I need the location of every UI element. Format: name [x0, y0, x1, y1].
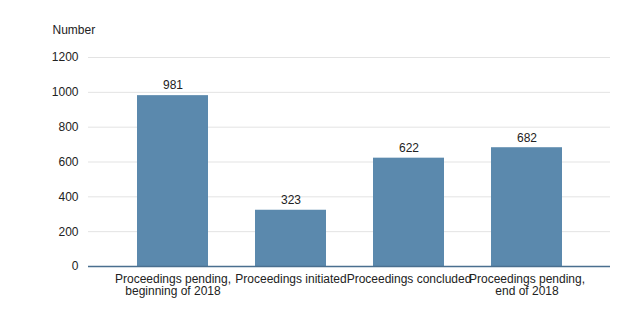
svg-text:600: 600 [58, 155, 78, 169]
svg-text:400: 400 [58, 190, 78, 204]
svg-text:1200: 1200 [52, 50, 79, 64]
svg-text:323: 323 [281, 193, 301, 207]
svg-text:622: 622 [399, 141, 419, 155]
svg-text:Proceedings concluded: Proceedings concluded [347, 272, 472, 286]
svg-text:800: 800 [58, 120, 78, 134]
svg-text:Number: Number [53, 23, 96, 37]
svg-text:Proceedings pending,beginning: Proceedings pending,beginning of 2018 [115, 272, 231, 298]
svg-text:682: 682 [517, 131, 537, 145]
svg-text:0: 0 [72, 259, 79, 273]
svg-text:981: 981 [163, 78, 183, 92]
svg-text:Proceedings pending,end of 201: Proceedings pending,end of 2018 [469, 272, 585, 298]
svg-text:1000: 1000 [52, 85, 79, 99]
svg-text:Proceedings initiated: Proceedings initiated [235, 272, 346, 286]
svg-text:200: 200 [58, 225, 78, 239]
